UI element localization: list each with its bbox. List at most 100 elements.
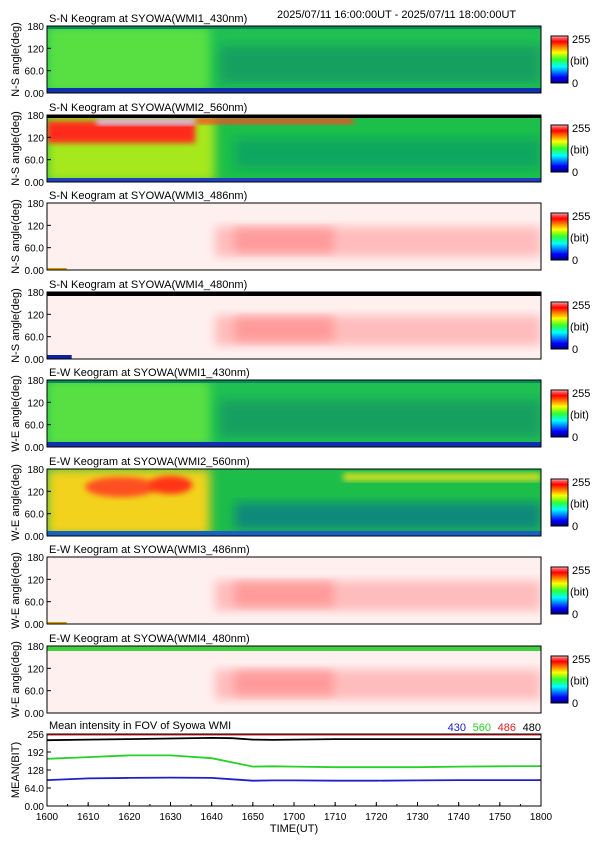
- keogram-frame: [46, 25, 542, 94]
- keogram-panel: E-W Keogram at SYOWA(WMI4_480nm) 0.00 60.0…: [10, 633, 590, 720]
- y-axis-label: MEAN(BIT): [10, 742, 22, 798]
- colorbar-min-label: 0: [572, 167, 578, 179]
- y-tick-label: 120: [27, 575, 44, 586]
- y-tick-label: 180: [27, 465, 44, 476]
- y-tick-label: 180: [27, 642, 44, 653]
- y-tick-label: 128: [27, 766, 44, 777]
- colorbar-max-label: 255: [572, 477, 590, 489]
- keogram-image: [47, 203, 541, 270]
- keogram-panel: S-N Keogram at SYOWA(WMI2_560nm) 0.00 60.0…: [10, 102, 590, 189]
- x-tick-label: 1620: [118, 812, 141, 823]
- series-line: [46, 776, 541, 782]
- y-tick-label: 120: [27, 221, 44, 232]
- y-tick-label: 120: [27, 44, 44, 55]
- keogram-frame: [46, 291, 542, 360]
- x-tick-label: 1720: [365, 812, 388, 823]
- keogram-image: [47, 26, 541, 93]
- colorbar: [550, 212, 569, 261]
- keogram-image: [47, 646, 541, 713]
- chart-title: Mean intensity in FOV of Syowa WMI: [49, 720, 231, 732]
- y-tick-label: 60.0: [25, 598, 45, 609]
- keogram-image: [47, 557, 541, 624]
- keogram-image: [47, 380, 541, 447]
- x-tick-label: 1710: [324, 812, 347, 823]
- y-axis-label: N-S angle(deg): [10, 22, 22, 97]
- colorbar: [550, 566, 569, 615]
- colorbar-min-label: 0: [572, 609, 578, 621]
- keogram-frame: [46, 645, 542, 714]
- keogram-title: S-N Keogram at SYOWA(WMI1_430nm): [49, 13, 247, 25]
- legend-entry: 486: [498, 722, 516, 734]
- mean-intensity-chart: Mean intensity in FOV of Syowa WMI 480 486…: [10, 720, 553, 835]
- y-tick-label: 60.0: [25, 156, 45, 167]
- colorbar-unit-label: (bit): [570, 587, 589, 599]
- colorbar-max-label: 255: [572, 388, 590, 400]
- legend-entry: 480: [523, 722, 541, 734]
- y-tick-label: 60.0: [25, 510, 45, 521]
- keogram-frame: [46, 379, 542, 448]
- x-tick-label: 1750: [489, 812, 512, 823]
- y-axis-label: W-E angle(deg): [10, 552, 22, 629]
- keogram-title: E-W Keogram at SYOWA(WMI2_560nm): [49, 456, 250, 468]
- x-tick-label: 1730: [406, 812, 429, 823]
- x-tick-label: 1700: [283, 812, 306, 823]
- series-line: [46, 754, 542, 769]
- y-tick-label: 180: [27, 111, 44, 122]
- y-tick-label: 180: [27, 376, 44, 387]
- colorbar: [550, 478, 569, 527]
- x-tick-label: 1650: [242, 812, 265, 823]
- keogram-title: S-N Keogram at SYOWA(WMI3_486nm): [49, 190, 247, 202]
- colorbar: [550, 389, 569, 438]
- y-tick-label: 120: [27, 310, 44, 321]
- keogram-image: [47, 292, 541, 359]
- y-tick-label: 0.00: [25, 532, 45, 543]
- colorbar-unit-label: (bit): [570, 56, 589, 68]
- colorbar-min-label: 0: [572, 432, 578, 444]
- keogram-title: E-W Keogram at SYOWA(WMI4_480nm): [49, 633, 250, 645]
- keogram-title: S-N Keogram at SYOWA(WMI2_560nm): [49, 102, 247, 114]
- y-tick-label: 0.00: [25, 443, 45, 454]
- y-tick-label: 0.00: [25, 802, 45, 813]
- colorbar-max-label: 255: [572, 34, 590, 46]
- x-tick-label: 1740: [448, 812, 471, 823]
- colorbar-unit-label: (bit): [570, 410, 589, 422]
- x-axis-label: TIME(UT): [270, 823, 318, 835]
- y-axis-label: N-S angle(deg): [10, 288, 22, 363]
- y-tick-label: 60.0: [25, 67, 45, 78]
- keogram-frame: [46, 202, 542, 271]
- y-tick-label: 120: [27, 398, 44, 409]
- y-tick-label: 60.0: [25, 687, 45, 698]
- x-tick-label: 1640: [201, 812, 224, 823]
- colorbar-unit-label: (bit): [570, 322, 589, 334]
- keogram-panel: S-N Keogram at SYOWA(WMI1_430nm) 0.00 60.0…: [10, 13, 590, 100]
- keogram-frame: [46, 468, 542, 537]
- y-tick-label: 120: [27, 664, 44, 675]
- x-tick-label: 1610: [77, 812, 100, 823]
- colorbar-min-label: 0: [572, 344, 578, 356]
- colorbar-unit-label: (bit): [570, 676, 589, 688]
- keogram-image: [47, 469, 541, 536]
- y-tick-label: 0.00: [25, 620, 45, 631]
- legend-entry: 430: [448, 722, 466, 734]
- keogram-title: E-W Keogram at SYOWA(WMI1_430nm): [49, 367, 250, 379]
- colorbar-max-label: 255: [572, 211, 590, 223]
- keogram-frame: [46, 556, 542, 625]
- keogram-panel: E-W Keogram at SYOWA(WMI1_430nm) 0.00 60.0…: [10, 367, 590, 454]
- colorbar-unit-label: (bit): [570, 233, 589, 245]
- keogram-panel: S-N Keogram at SYOWA(WMI3_486nm) 0.00 60.0…: [10, 190, 590, 277]
- y-tick-label: 0.00: [25, 709, 45, 720]
- y-axis-label: W-E angle(deg): [10, 464, 22, 541]
- x-tick-label: 1630: [159, 812, 182, 823]
- colorbar-max-label: 255: [572, 654, 590, 666]
- y-tick-label: 0.00: [25, 89, 45, 100]
- y-tick-label: 180: [27, 199, 44, 210]
- y-axis-label: W-E angle(deg): [10, 375, 22, 452]
- y-tick-label: 0.00: [25, 355, 45, 366]
- keogram-title: S-N Keogram at SYOWA(WMI4_480nm): [49, 279, 247, 291]
- colorbar-max-label: 255: [572, 565, 590, 577]
- x-tick-label: 1600: [36, 812, 59, 823]
- y-tick-label: 180: [27, 288, 44, 299]
- series-line: [46, 736, 541, 742]
- colorbar-max-label: 255: [572, 123, 590, 135]
- y-tick-label: 192: [27, 748, 44, 759]
